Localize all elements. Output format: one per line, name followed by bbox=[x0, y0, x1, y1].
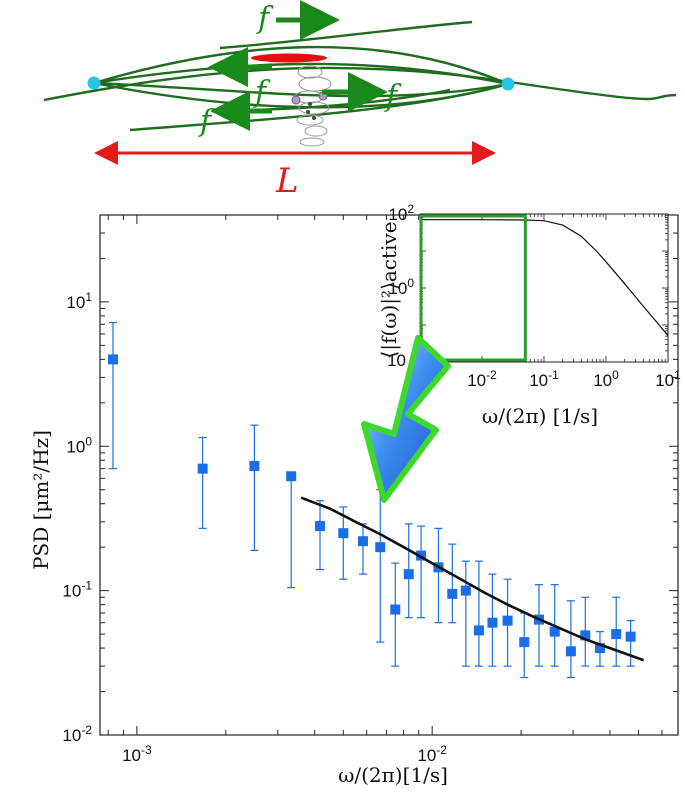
main-fit-line bbox=[300, 496, 645, 662]
crosslink-node bbox=[87, 76, 101, 90]
error-bar bbox=[626, 620, 635, 667]
crosslink-node bbox=[501, 77, 515, 91]
error-bar bbox=[358, 523, 367, 575]
inset-x-tick-labels: 10-2 10-1 100 101 bbox=[467, 368, 681, 390]
force-label: f bbox=[256, 1, 274, 36]
inset-y-tick-label: 10 bbox=[387, 351, 406, 370]
main-data-points bbox=[107, 354, 636, 657]
inset-x-tick-label: 100 bbox=[593, 368, 619, 390]
filament bbox=[93, 81, 509, 98]
data-point bbox=[625, 631, 636, 642]
main-x-axis-label: ω/(2π)[1/s] bbox=[338, 763, 448, 787]
data-point bbox=[107, 354, 118, 365]
inset-highlight-box bbox=[419, 214, 527, 362]
x-tick-label: 10-2 bbox=[417, 743, 447, 765]
error-bar bbox=[287, 475, 296, 589]
inset-y-tick-label: 100 bbox=[388, 276, 414, 298]
data-point bbox=[487, 617, 498, 628]
cross-linker-cluster bbox=[291, 65, 332, 147]
filament bbox=[129, 82, 509, 132]
data-point bbox=[315, 521, 326, 532]
inset-y-axis-label: ⟨|f(ω)|²⟩active bbox=[377, 221, 402, 358]
main-x-tick-labels: 10-3 10-2 bbox=[122, 743, 447, 765]
error-bar bbox=[198, 436, 207, 529]
error-bar bbox=[250, 424, 259, 551]
filament bbox=[93, 45, 509, 86]
force-arrows bbox=[208, 0, 388, 131]
length-label: L bbox=[275, 161, 299, 201]
inset-y-tick-label: 102 bbox=[388, 202, 414, 224]
filament bbox=[219, 20, 473, 50]
force-label: f bbox=[198, 104, 216, 139]
data-point bbox=[502, 615, 513, 626]
y-tick-label: 100 bbox=[66, 434, 92, 456]
data-point bbox=[403, 569, 414, 580]
data-point bbox=[447, 588, 458, 599]
data-point bbox=[594, 643, 605, 654]
error-bar bbox=[391, 562, 400, 667]
data-point bbox=[460, 585, 471, 596]
data-point bbox=[375, 542, 386, 553]
data-point bbox=[249, 461, 260, 472]
main-plot-frame bbox=[99, 214, 679, 736]
error-bar bbox=[376, 489, 385, 643]
data-point bbox=[338, 528, 349, 539]
x-tick-label: 10-3 bbox=[122, 743, 152, 765]
data-point bbox=[580, 630, 591, 641]
error-bar bbox=[534, 584, 543, 667]
inset-plot: 100 102 10-2 10-1 100 101 10 ω/(2π) [1/s] ⟨|… bbox=[377, 202, 681, 428]
filament-bundle bbox=[43, 20, 677, 132]
zoom-arrow bbox=[361, 335, 451, 503]
y-tick-label: 10-1 bbox=[62, 579, 92, 601]
error-bar bbox=[316, 500, 325, 571]
inset-curve bbox=[420, 219, 669, 336]
filament bbox=[93, 62, 509, 86]
data-point bbox=[473, 625, 484, 636]
data-point bbox=[357, 536, 368, 547]
error-bar bbox=[417, 525, 426, 619]
error-bar bbox=[461, 560, 470, 667]
main-plot: 10-2 10-1 100 101 10-3 10-2 ω/(2π)[1/s] PSD … bbox=[29, 214, 679, 787]
data-point bbox=[390, 604, 401, 615]
inset-y-tick-labels: 100 102 bbox=[388, 202, 414, 298]
main-y-tick-labels: 10-2 10-1 100 101 bbox=[62, 290, 92, 745]
schematic: f f f f L bbox=[43, 0, 677, 201]
data-point bbox=[565, 646, 576, 657]
data-point bbox=[286, 471, 297, 482]
motor-protein bbox=[251, 53, 327, 63]
error-bar bbox=[339, 506, 348, 580]
error-bar bbox=[434, 527, 443, 624]
y-tick-label: 101 bbox=[66, 290, 92, 312]
data-point bbox=[519, 637, 530, 648]
inset-x-tick-label: 101 bbox=[655, 368, 681, 390]
main-y-axis-label: PSD [μm²/Hz] bbox=[29, 430, 53, 570]
error-bar bbox=[566, 600, 575, 679]
error-bar bbox=[108, 321, 117, 470]
data-point bbox=[549, 626, 560, 637]
error-bar bbox=[474, 560, 483, 667]
y-tick-label: 10-2 bbox=[62, 723, 92, 745]
inset-x-tick-label: 10-2 bbox=[467, 368, 497, 390]
inset-x-axis-label: ω/(2π) [1/s] bbox=[482, 404, 598, 428]
data-point bbox=[197, 463, 208, 474]
inset-x-tick-label: 10-1 bbox=[529, 368, 559, 390]
data-point bbox=[611, 629, 622, 640]
error-bar bbox=[448, 543, 457, 624]
